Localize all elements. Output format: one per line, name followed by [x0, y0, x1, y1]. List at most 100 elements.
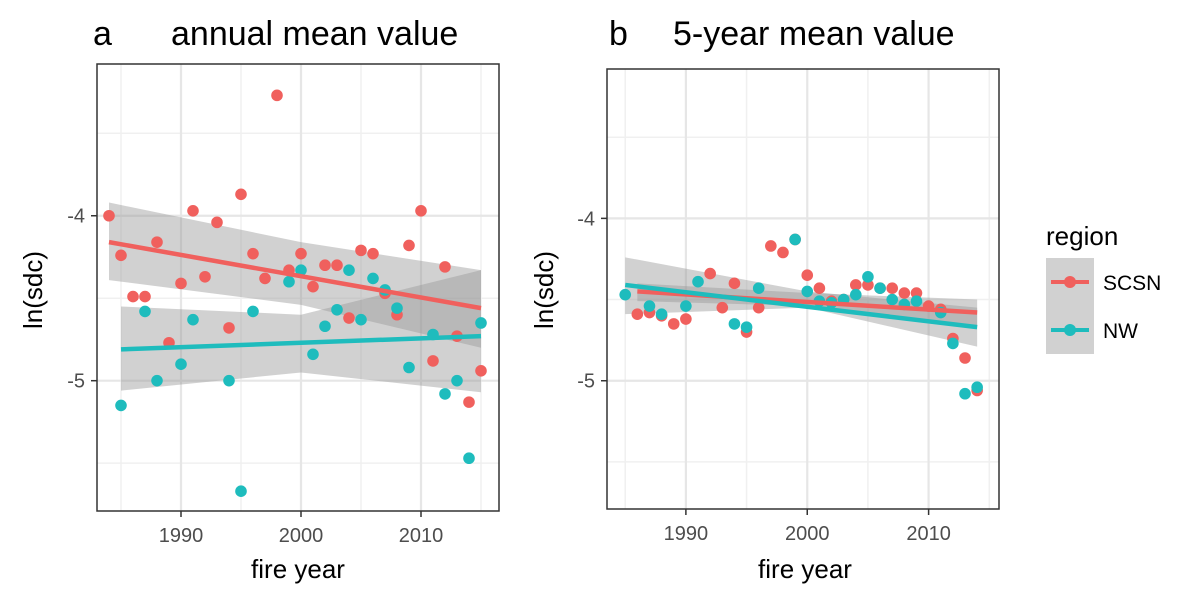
panel-a-letter: a — [93, 15, 112, 53]
panel-a-point-nw — [319, 320, 331, 333]
legend-title: region — [1046, 221, 1118, 251]
panel-b-point-scsn — [704, 267, 716, 280]
panel-b-point-scsn — [898, 287, 911, 299]
panel-b-point-scsn — [849, 279, 862, 291]
panel-a-xtick-label: 2010 — [399, 525, 444, 547]
panel-a-point-scsn — [235, 188, 247, 201]
panel-b-point-nw — [947, 337, 959, 350]
panel-b-xtick-label: 1990 — [664, 523, 709, 545]
panel-b-plot: 1990 2000 2010 -4 -5 — [577, 68, 1000, 545]
panel-a-point-scsn — [151, 236, 163, 248]
panel-a-point-nw — [391, 302, 403, 314]
panel-b-point-nw — [752, 282, 765, 294]
panel-a-point-scsn — [331, 259, 343, 272]
panel-b-xlabel: fire year — [758, 554, 852, 584]
panel-a-point-scsn — [427, 355, 439, 367]
panel-a-point-scsn — [259, 272, 271, 285]
panel-a-point-scsn — [403, 239, 415, 252]
panel-a-background — [97, 64, 499, 511]
panel-a-point-nw — [223, 374, 235, 387]
panel-b-xtick-label: 2010 — [906, 523, 951, 545]
panel-a-trend-line-nw — [120, 333, 482, 352]
panel-a-point-scsn — [223, 322, 235, 334]
panel-a-point-nw — [451, 374, 463, 387]
panel-b-ytick-label: -4 — [577, 208, 595, 230]
panel-a-point-scsn — [295, 247, 307, 260]
panel-a-ytick-label: -4 — [67, 206, 85, 228]
panel-a-xtick-label: 2000 — [279, 525, 324, 547]
panel-b-letter: b — [609, 15, 628, 53]
panel-b-point-nw — [886, 293, 899, 306]
panel-a-point-nw — [139, 305, 151, 318]
panel-a-point-nw — [475, 317, 487, 329]
panel-b-point-scsn — [765, 240, 777, 252]
panel-b-point-scsn — [728, 277, 741, 290]
panel-b-point-nw — [910, 295, 923, 307]
panel-a-xlabel: fire year — [251, 554, 345, 584]
panel-b-point-nw — [619, 288, 632, 301]
panel-b-point-nw — [789, 233, 801, 246]
panel-a-point-nw — [295, 264, 307, 276]
panel-b-point-scsn — [813, 282, 826, 294]
panel-b-point-nw — [801, 285, 814, 298]
panel-b-point-nw — [728, 318, 741, 330]
legend-label-nw: NW — [1103, 320, 1138, 343]
panel-a-title: annual mean value — [171, 15, 458, 53]
panel-a-point-scsn — [319, 259, 331, 272]
panel-b-border — [606, 68, 1000, 510]
panel-b-point-scsn — [716, 301, 729, 314]
panel-a-point-scsn — [175, 277, 187, 290]
panel-a-confidence-band-nw — [121, 270, 481, 393]
panel-a-point-scsn — [475, 364, 487, 377]
panel-b-point-scsn — [862, 279, 874, 291]
panel-a-point-nw — [187, 313, 199, 326]
panel-a-border — [96, 63, 500, 512]
panel-a-point-nw — [115, 399, 127, 412]
panel-b-ylabel: ln(sdc) — [529, 251, 559, 329]
panel-a-point-nw — [463, 452, 475, 465]
panel-b-point-scsn — [752, 301, 765, 314]
panel-b-point-nw — [849, 288, 862, 301]
panel-a-xtick-label: 1990 — [159, 525, 204, 547]
panel-a-point-nw — [283, 275, 295, 288]
panel-a-point-nw — [403, 361, 415, 374]
panel-a-point-scsn — [415, 205, 427, 217]
panel-b-point-nw — [692, 275, 704, 288]
panel-a-point-scsn — [271, 89, 283, 102]
panel-a-point-nw — [307, 348, 319, 361]
panel-a-ylabel: ln(sdc) — [18, 251, 48, 329]
panel-b-title: 5-year mean value — [673, 15, 955, 53]
panel-b-point-scsn — [886, 282, 899, 294]
panel-b-point-scsn — [631, 308, 644, 320]
legend-label-scsn: SCSN — [1103, 272, 1161, 295]
panel-a-point-nw — [439, 388, 451, 400]
panel-b-point-scsn — [667, 318, 680, 330]
panel-b-point-nw — [680, 300, 692, 312]
panel-a-point-nw — [367, 272, 379, 285]
panel-b-point-nw — [959, 387, 971, 400]
panel-b-point-scsn — [777, 246, 789, 259]
panel-b-point-nw — [874, 282, 886, 294]
panel-a-point-nw — [355, 313, 367, 326]
panel-b-point-nw — [862, 271, 874, 283]
panel-b-point-nw — [655, 308, 668, 320]
panel-a-point-nw — [247, 305, 259, 318]
legend: region SCSN NW — [1046, 221, 1161, 354]
panel-a-point-scsn — [343, 312, 355, 324]
panel-b-point-scsn — [959, 352, 971, 364]
panel-a-plot: 1990 2000 2010 -4 -5 — [67, 63, 500, 547]
panel-a-point-nw — [235, 485, 247, 498]
panel-a-point-scsn — [103, 209, 115, 222]
panel-a-point-scsn — [463, 396, 475, 408]
panel-b-trend-line-nw — [624, 282, 978, 330]
panel-a-point-scsn — [199, 270, 211, 283]
panel-a-point-nw — [175, 358, 187, 370]
panel-a-point-scsn — [367, 247, 379, 260]
panel-b-xtick-label: 2000 — [785, 523, 830, 545]
panel-b-ytick-label: -5 — [577, 371, 595, 393]
legend-key-scsn-point — [1064, 276, 1076, 288]
panel-a-point-scsn — [439, 261, 451, 273]
panel-b-point-scsn — [801, 269, 814, 281]
panel-a-point-scsn — [247, 247, 259, 260]
